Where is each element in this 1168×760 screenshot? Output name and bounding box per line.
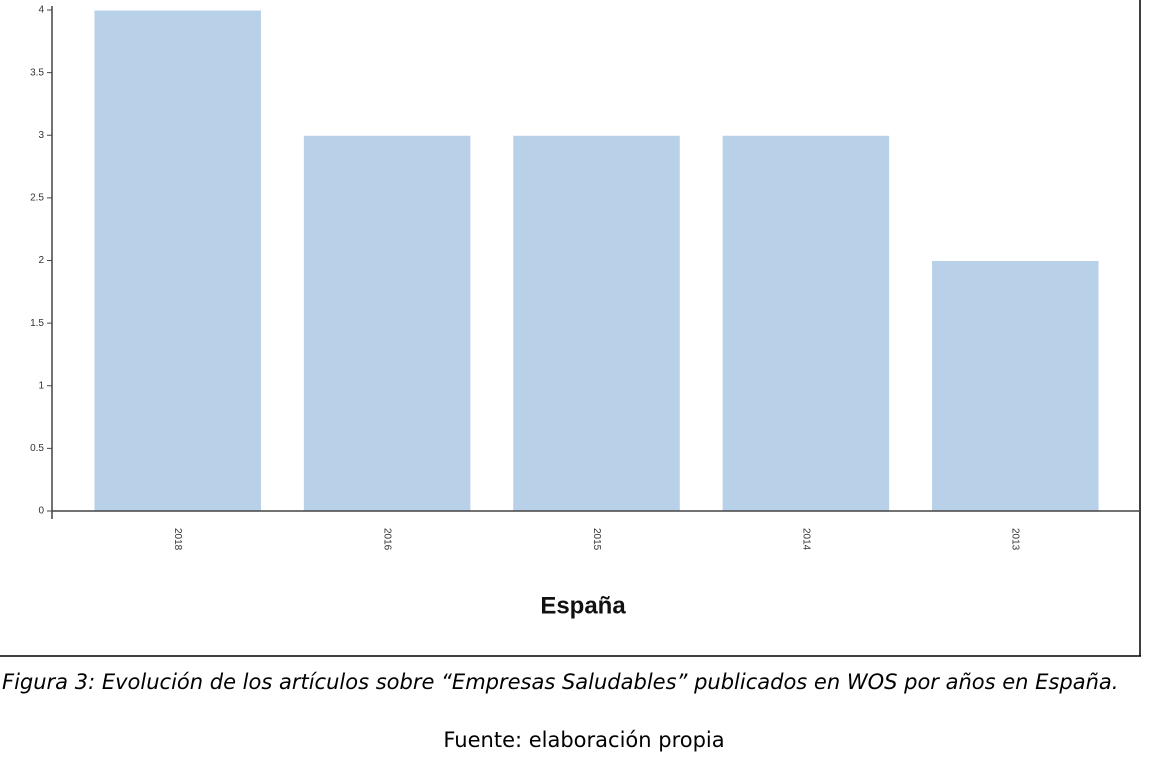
y-tick-label: 0.5 <box>30 443 44 454</box>
bar <box>93 9 262 512</box>
y-tick-label: 1 <box>38 380 44 391</box>
source-note: Fuente: elaboración propia <box>443 728 725 752</box>
y-tick-label: 1.5 <box>30 318 44 329</box>
bar <box>721 134 891 512</box>
y-tick-label: 0 <box>38 506 44 517</box>
x-tick-label: 2013 <box>1010 528 1021 551</box>
y-tick-label: 3.5 <box>30 67 44 78</box>
x-tick-label: 2015 <box>591 528 602 551</box>
x-tick-label: 2018 <box>172 528 183 551</box>
y-tick-label: 3 <box>38 130 44 141</box>
bar <box>512 134 681 512</box>
y-tick-label: 2 <box>38 255 44 266</box>
bar <box>302 134 472 512</box>
x-tick-label: 2016 <box>381 528 392 551</box>
y-tick-label: 2.5 <box>30 193 44 204</box>
x-tick-label: 2014 <box>800 528 811 551</box>
y-tick-label: 4 <box>38 5 44 16</box>
figure-caption: Figura 3: Evolución de los artículos sob… <box>2 670 1119 694</box>
chart: España 2018 2016 2015 2014 2013 0 0.5 1 1.5 2 2.5 3… <box>0 0 1141 657</box>
bar <box>931 260 1100 512</box>
x-axis-title: España <box>540 592 626 619</box>
